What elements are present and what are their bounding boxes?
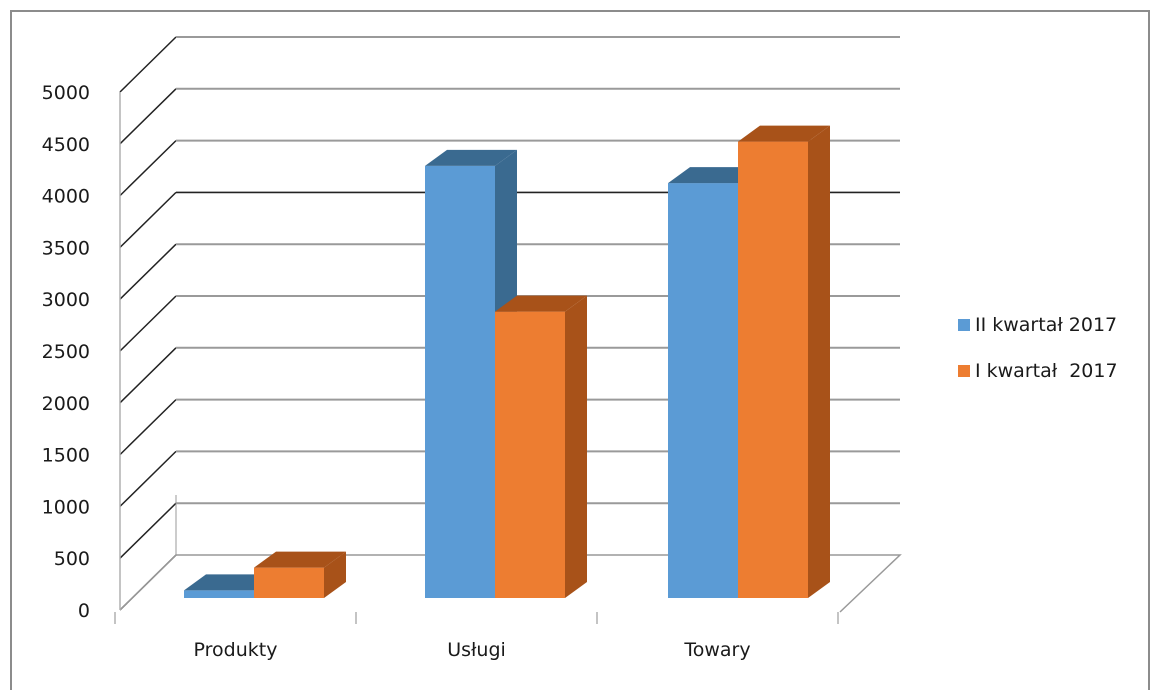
legend-swatch-series-2 xyxy=(958,365,970,377)
bar-top xyxy=(668,167,760,184)
legend-label-series-1: II kwartał 2017 xyxy=(975,314,1118,336)
y-tick-label: 1000 xyxy=(42,496,90,518)
y-tick-label: 2000 xyxy=(42,393,90,415)
bar-front xyxy=(738,141,808,598)
wall-gridline xyxy=(119,347,177,404)
legend-item-series-2: I kwartał 2017 xyxy=(958,358,1118,384)
bar-chart: 0 500 1000 1500 2000 2500 3000 3500 4000 4500 5000… xyxy=(42,36,902,661)
y-tick-label: 3500 xyxy=(42,237,90,259)
wall-gridline xyxy=(119,36,177,93)
x-tick-label: Towary xyxy=(683,639,750,661)
bar-top xyxy=(254,551,346,568)
wall-gridline xyxy=(119,295,177,352)
bar-top xyxy=(495,295,587,312)
legend-swatch-series-1 xyxy=(958,319,970,331)
wall-gridline xyxy=(119,502,177,559)
bar-top xyxy=(738,125,830,142)
chart-frame xyxy=(10,10,1150,690)
y-tick-label: 4000 xyxy=(42,186,90,208)
wall-gridline xyxy=(119,399,177,456)
bar-front xyxy=(425,165,495,598)
legend-label-series-2: I kwartał 2017 xyxy=(975,360,1118,382)
y-tick-label: 500 xyxy=(54,548,90,570)
bar-front xyxy=(254,567,324,598)
y-tick-label: 5000 xyxy=(42,82,90,104)
y-tick-label: 1500 xyxy=(42,445,90,467)
bar-top xyxy=(425,149,517,166)
bar-side xyxy=(565,295,587,598)
legend: II kwartał 2017 I kwartał 2017 xyxy=(958,312,1118,404)
wall-gridline xyxy=(119,450,177,507)
bar-front xyxy=(495,311,565,598)
bar-front xyxy=(668,183,738,598)
bar-side xyxy=(808,125,830,598)
x-tick-label: Usługi xyxy=(447,639,506,661)
legend-item-series-1: II kwartał 2017 xyxy=(958,312,1118,338)
wall-gridline xyxy=(119,243,177,300)
wall-gridline xyxy=(119,88,177,145)
wall-gridline xyxy=(119,140,177,197)
y-tick-label: 2500 xyxy=(42,341,90,363)
bar-side xyxy=(324,551,346,598)
y-tick-label: 4500 xyxy=(42,134,90,156)
y-tick-label: 0 xyxy=(78,600,90,622)
bar-front xyxy=(184,590,254,598)
bar-top xyxy=(184,574,276,591)
y-tick-label: 3000 xyxy=(42,289,90,311)
x-tick-label: Produkty xyxy=(194,639,278,661)
wall-gridline xyxy=(119,191,177,248)
